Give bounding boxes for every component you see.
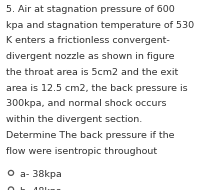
- Text: within the divergent section.: within the divergent section.: [6, 115, 142, 124]
- Text: 5. Air at stagnation pressure of 600: 5. Air at stagnation pressure of 600: [6, 5, 175, 14]
- Text: 300kpa, and normal shock occurs: 300kpa, and normal shock occurs: [6, 99, 166, 108]
- Text: a- 38kpa: a- 38kpa: [20, 170, 62, 179]
- Text: the throat area is 5cm2 and the exit: the throat area is 5cm2 and the exit: [6, 68, 178, 77]
- Text: divergent nozzle as shown in figure: divergent nozzle as shown in figure: [6, 52, 174, 61]
- Text: kpa and stagnation temperature of 530: kpa and stagnation temperature of 530: [6, 21, 194, 29]
- Text: b- 48kpa: b- 48kpa: [20, 187, 62, 190]
- Text: flow were isentropic throughout: flow were isentropic throughout: [6, 147, 157, 156]
- Text: K enters a frictionless convergent-: K enters a frictionless convergent-: [6, 36, 170, 45]
- Text: Determine The back pressure if the: Determine The back pressure if the: [6, 131, 174, 140]
- Text: area is 12.5 cm2, the back pressure is: area is 12.5 cm2, the back pressure is: [6, 84, 188, 93]
